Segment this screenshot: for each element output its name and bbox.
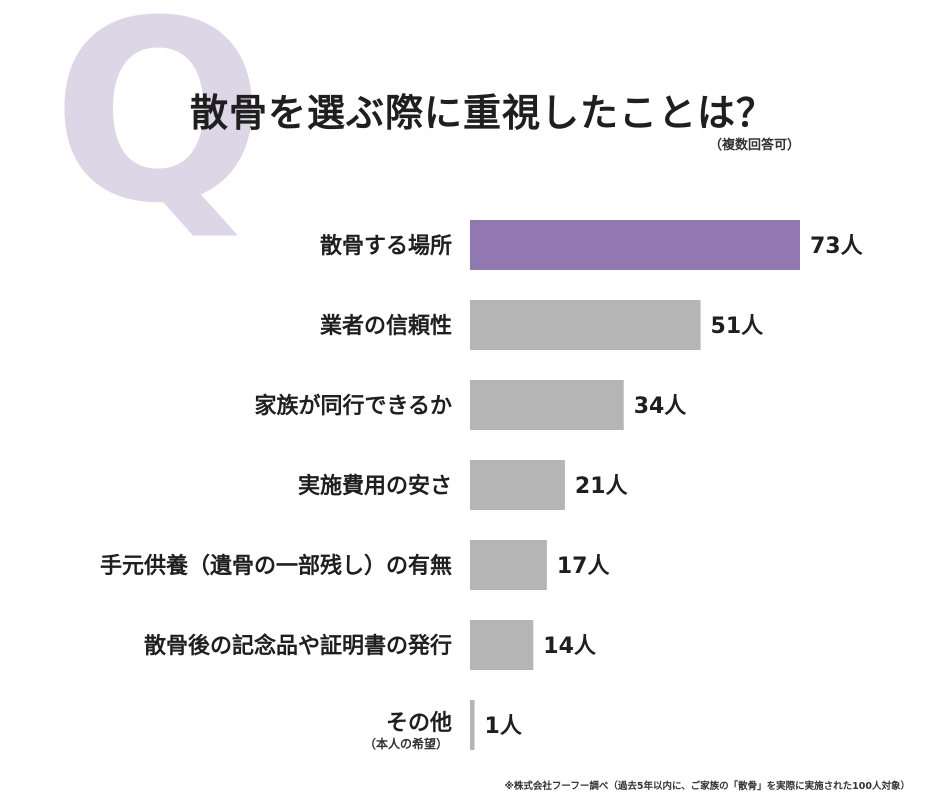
bar-4 [470, 540, 547, 590]
chart-title: 散骨を選ぶ際に重視したことは？ [190, 91, 776, 135]
category-label-4: 手元供養（遺骨の一部残し）の有無 [100, 553, 452, 579]
value-label-0: 73人 [810, 234, 863, 259]
value-label-2: 34人 [634, 394, 687, 419]
category-label-2: 家族が同行できるか [254, 393, 452, 419]
bar-1 [470, 300, 701, 350]
bar-2 [470, 380, 624, 430]
bar-6 [470, 700, 475, 750]
category-label-6: その他 [386, 711, 452, 736]
category-label-1: 業者の信頼性 [320, 313, 452, 339]
category-label-0: 散骨する場所 [320, 234, 452, 259]
bar-3 [470, 460, 565, 510]
category-note-6: （本人の希望） [364, 736, 448, 751]
category-label-5: 散骨後の記念品や証明書の発行 [144, 633, 452, 659]
bar-5 [470, 620, 534, 670]
footnote: ※株式会社フーフー調べ（過去5年以内に、ご家族の「散骨」を実際に実施された100… [504, 781, 910, 792]
q-mark: Q [52, 0, 265, 258]
value-label-5: 14人 [543, 634, 596, 659]
value-label-3: 21人 [575, 474, 628, 499]
chart-subtitle: （複数回答可） [708, 138, 800, 153]
bar-0 [470, 220, 800, 270]
value-label-1: 51人 [711, 314, 764, 339]
category-label-3: 実施費用の安さ [298, 473, 452, 499]
value-label-4: 17人 [557, 554, 610, 579]
value-label-6: 1人 [485, 714, 522, 739]
